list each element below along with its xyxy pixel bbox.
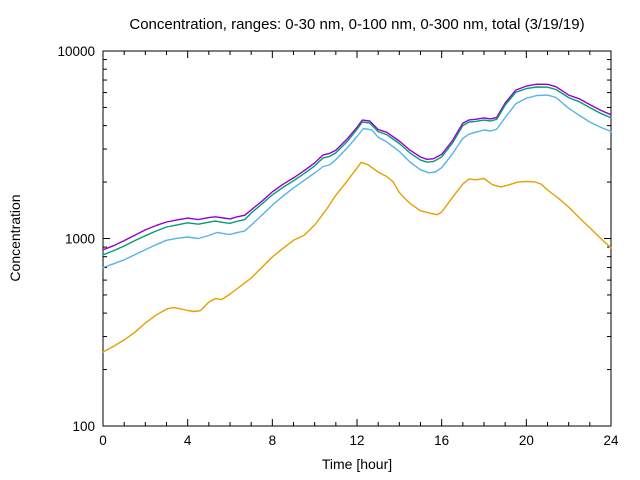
x-tick-label: 8	[269, 433, 277, 448]
series-line-0-30-nm	[102, 161, 612, 353]
y-tick-label: 1000	[65, 232, 95, 247]
x-tick-label: 16	[434, 433, 449, 448]
x-tick-label: 0	[99, 433, 107, 448]
y-axis-label: Concentration	[7, 194, 23, 281]
x-tick-label: 20	[519, 433, 534, 448]
series-line-0-100-nm	[102, 94, 612, 269]
x-tick-label: 12	[349, 433, 364, 448]
y-tick-label: 100	[72, 419, 95, 434]
series-line-total	[102, 83, 612, 251]
x-tick-label: 4	[184, 433, 192, 448]
plot-area: 0 4 8 12 16 20 24 100 1000 10000	[57, 44, 619, 448]
chart-title: Concentration, ranges: 0-30 nm, 0-100 nm…	[129, 16, 584, 33]
y-tick-label: 10000	[57, 44, 95, 59]
x-tick-label: 24	[603, 433, 619, 448]
x-axis-label: Time [hour]	[322, 456, 392, 472]
series-line-0-300-nm	[102, 86, 612, 256]
